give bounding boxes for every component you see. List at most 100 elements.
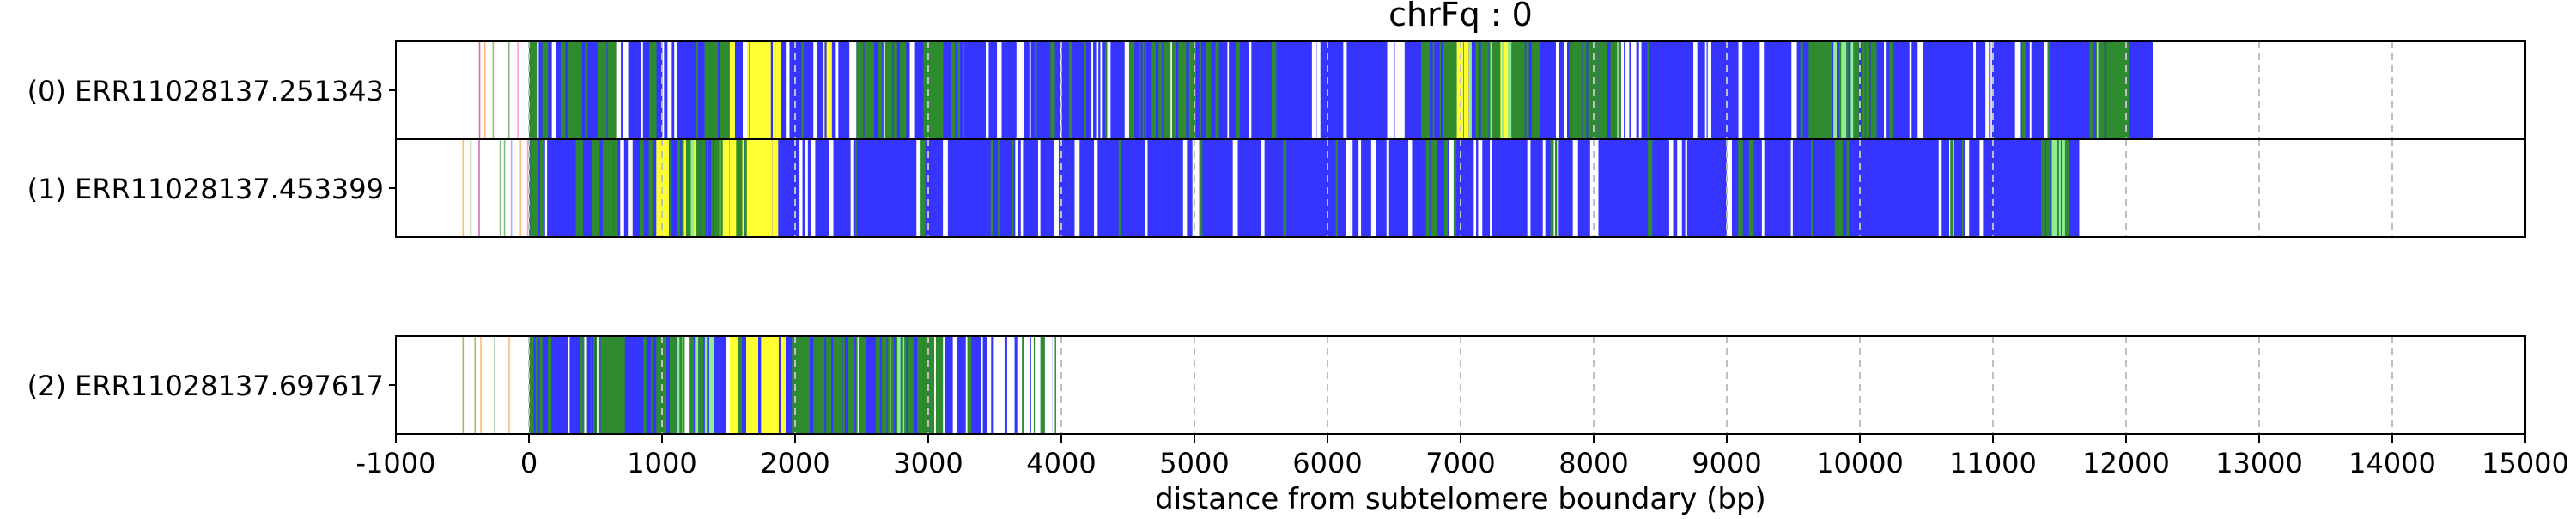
- track-stripe: [1738, 139, 1743, 237]
- track-stripe: [769, 336, 772, 434]
- track-stripe: [1467, 41, 1469, 139]
- track-stripe: [760, 41, 765, 139]
- track-stripe: [1271, 41, 1277, 139]
- track-stripe: [830, 139, 833, 237]
- track-stripe: [711, 139, 714, 237]
- track-stripe: [1889, 41, 1893, 139]
- track-stripe: [1015, 139, 1018, 237]
- track-stripe: [786, 41, 790, 139]
- track-stripe: [649, 41, 652, 139]
- track-stripe: [920, 139, 926, 237]
- sparse-line: [462, 336, 465, 434]
- sparse-line: [517, 41, 519, 139]
- track-stripe: [596, 139, 600, 237]
- track-stripe: [727, 139, 730, 237]
- track-stripe: [957, 41, 960, 139]
- track-stripe: [1034, 41, 1037, 139]
- track-stripe: [2112, 41, 2116, 139]
- track-stripe: [1484, 41, 1488, 139]
- track-stripe: [580, 336, 583, 434]
- track-stripe: [1052, 336, 1056, 434]
- track-stripe: [1170, 41, 1172, 139]
- track-stripe: [909, 41, 915, 139]
- track-stripe: [2042, 139, 2045, 237]
- track-stripe: [1422, 41, 1425, 139]
- track-stripe: [1838, 41, 1842, 139]
- track-stripe: [662, 41, 665, 139]
- sparse-line: [526, 139, 529, 237]
- track-stripe: [1542, 139, 1546, 237]
- track-stripe: [826, 336, 829, 434]
- track-stripe: [990, 139, 994, 237]
- track-stripe: [756, 41, 762, 139]
- track-stripe: [986, 41, 989, 139]
- track-stripe: [1819, 41, 1821, 139]
- track-stripe: [1016, 41, 1021, 139]
- track-stripe: [690, 139, 694, 237]
- track-stripe: [752, 336, 757, 434]
- x-tick-label: 12000: [2082, 447, 2170, 479]
- track-stripe: [1790, 139, 1793, 237]
- track-stripe: [1020, 139, 1024, 237]
- track-stripe: [1917, 41, 1923, 139]
- track-stripe: [1841, 41, 1847, 139]
- track-stripe: [603, 336, 606, 434]
- sparse-line: [510, 139, 513, 237]
- track-stripe: [796, 336, 800, 434]
- x-tick-label: 11000: [1949, 447, 2037, 479]
- sparse-line: [503, 139, 506, 237]
- track-stripe: [1704, 41, 1707, 139]
- track-stripe: [529, 41, 532, 139]
- row-label-0: (0) ERR11028137.251343: [27, 75, 384, 107]
- track-stripe: [695, 336, 698, 434]
- track-stripe: [888, 41, 892, 139]
- track-stripe: [1595, 41, 1599, 139]
- track-stripe: [929, 336, 932, 434]
- track-stripe: [1834, 139, 1838, 237]
- sparse-line: [507, 41, 510, 139]
- track-stripe: [1018, 41, 1021, 139]
- track-stripe: [912, 336, 914, 434]
- track-stripe: [1449, 139, 1454, 237]
- track-stripe: [836, 336, 839, 434]
- track-stripe: [2102, 41, 2105, 139]
- track-stripe: [931, 41, 935, 139]
- track-stripe: [698, 336, 702, 434]
- track-stripe: [1492, 41, 1497, 139]
- track-stripe: [574, 41, 579, 139]
- track-stripe: [939, 41, 944, 139]
- track-stripe: [1387, 41, 1390, 139]
- track-stripe: [2105, 41, 2109, 139]
- x-tick-label: 13000: [2215, 447, 2303, 479]
- track-stripe: [1209, 41, 1212, 139]
- track-stripe: [1179, 41, 1182, 139]
- track-stripe: [1100, 41, 1103, 139]
- track-stripe: [963, 41, 965, 139]
- track-stripe: [805, 139, 808, 237]
- track-stripe: [828, 336, 832, 434]
- track-stripe: [2063, 139, 2066, 237]
- track-stripe: [858, 336, 861, 434]
- track-stripe: [773, 41, 776, 139]
- track-stripe: [2014, 41, 2019, 139]
- track-stripe: [1118, 139, 1121, 237]
- track-stripe: [730, 336, 733, 434]
- sparse-line: [519, 139, 522, 237]
- x-axis: -1000 0 1000 2000 3000 4000 5000 6000 7000 8000 90…: [356, 434, 2569, 479]
- track-stripe: [817, 336, 823, 434]
- track-stripe: [951, 41, 956, 139]
- track-stripe: [643, 336, 647, 434]
- track-stripe: [1386, 139, 1389, 237]
- track-stripe: [2116, 41, 2121, 139]
- track-stripe: [1534, 41, 1539, 139]
- track-stripe: [544, 41, 548, 139]
- track-stripe: [613, 139, 617, 237]
- track-stripe: [1400, 41, 1405, 139]
- track-stripe: [866, 41, 868, 139]
- track-stripe: [749, 41, 755, 139]
- track-stripe: [1638, 41, 1642, 139]
- track-stripe: [1163, 41, 1170, 139]
- track-stripe: [532, 41, 537, 139]
- track-stripe: [1526, 41, 1529, 139]
